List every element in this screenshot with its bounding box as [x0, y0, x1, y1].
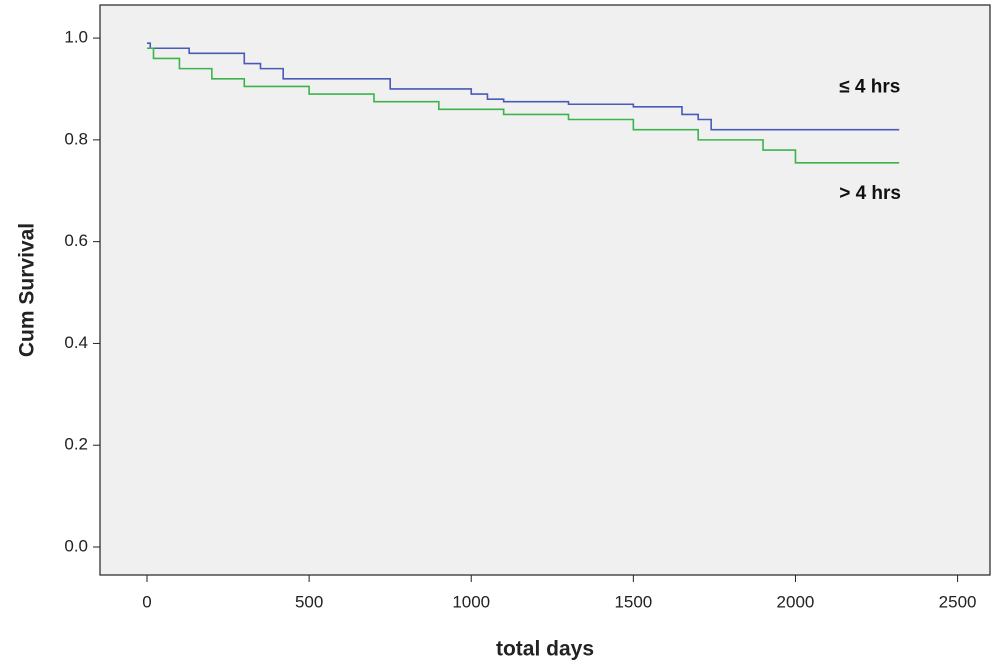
y-tick-label: 1.0	[64, 28, 88, 47]
x-tick-label: 500	[295, 592, 323, 611]
y-tick-label: 0.4	[64, 333, 88, 352]
series-label: > 4 hrs	[839, 183, 901, 204]
x-tick-label: 1500	[614, 592, 652, 611]
x-tick-label: 0	[142, 592, 151, 611]
x-axis-title: total days	[496, 638, 594, 661]
x-tick-label: 2500	[939, 592, 977, 611]
survival-line	[147, 42, 900, 131]
y-tick-label: 0.6	[64, 231, 88, 250]
series-label: ≤ 4 hrs	[839, 77, 900, 98]
y-tick-label: 0.2	[64, 435, 88, 454]
y-axis-title: Cum Survival	[16, 223, 39, 357]
x-tick-label: 1000	[452, 592, 490, 611]
y-tick-label: 0.0	[64, 536, 88, 555]
plot-area	[99, 4, 991, 576]
y-tick-label: 0.8	[64, 129, 88, 148]
survival-line	[147, 47, 900, 164]
x-tick-label: 2000	[777, 592, 815, 611]
